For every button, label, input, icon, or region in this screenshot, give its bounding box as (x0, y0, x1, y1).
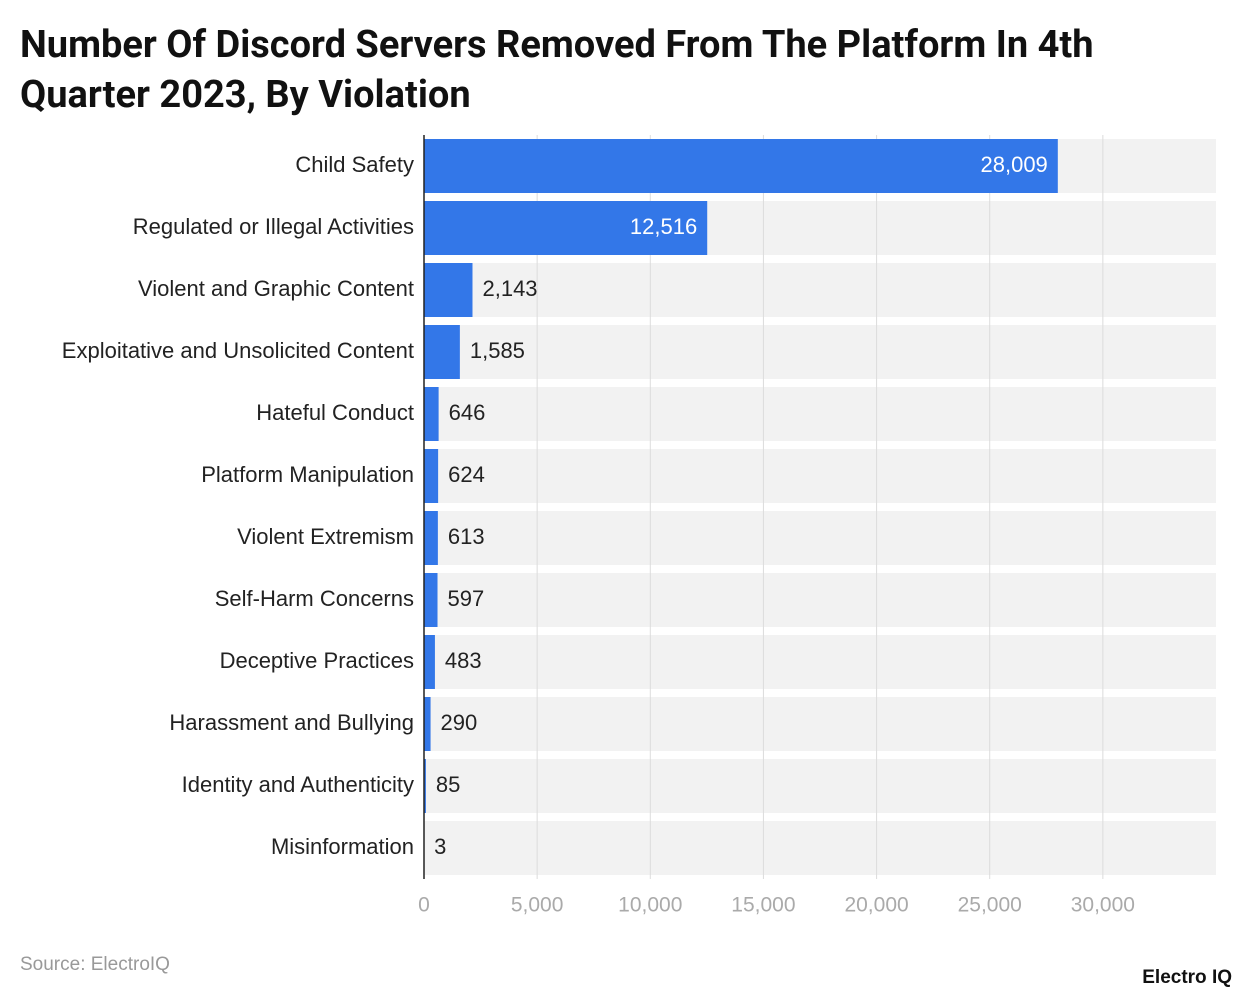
value-label: 3 (434, 834, 446, 859)
row-background (424, 573, 1216, 627)
y-tick-label: Violent and Graphic Content (138, 276, 414, 301)
x-tick-label: 25,000 (958, 894, 1022, 917)
bar (424, 449, 439, 503)
bar (424, 635, 435, 689)
x-tick-label: 15,000 (731, 894, 795, 917)
value-label: 85 (436, 772, 460, 797)
x-tick-label: 30,000 (1071, 894, 1135, 917)
value-label: 2,143 (482, 276, 537, 301)
y-tick-label: Identity and Authenticity (182, 772, 414, 797)
y-tick-label: Hateful Conduct (256, 400, 414, 425)
y-tick-label: Child Safety (295, 152, 414, 177)
row-background (424, 697, 1216, 751)
bar (424, 697, 431, 751)
y-tick-label: Self-Harm Concerns (215, 586, 414, 611)
y-tick-label: Regulated or Illegal Activities (133, 214, 414, 239)
bar (424, 511, 438, 565)
bar (424, 325, 460, 379)
x-tick-label: 10,000 (618, 894, 682, 917)
source: Source: ElectroIQ (20, 954, 170, 975)
y-tick-label: Misinformation (271, 834, 414, 859)
row-background (424, 759, 1216, 813)
y-tick-label: Deceptive Practices (220, 648, 414, 673)
row-background (424, 821, 1216, 875)
bar (424, 573, 438, 627)
row-background (424, 449, 1216, 503)
value-label: 597 (448, 586, 485, 611)
brand: Electro IQ (1142, 967, 1232, 988)
value-label: 290 (441, 710, 478, 735)
value-label: 1,585 (470, 338, 525, 363)
value-label: 12,516 (630, 214, 697, 239)
y-tick-label: Violent Extremism (237, 524, 414, 549)
row-background (424, 387, 1216, 441)
bar (424, 201, 708, 255)
bar (424, 387, 439, 441)
row-background (424, 511, 1216, 565)
bar (424, 759, 426, 813)
bar (424, 263, 473, 317)
x-tick-label: 5,000 (511, 894, 564, 917)
y-tick-label: Exploitative and Unsolicited Content (62, 338, 414, 363)
value-label: 28,009 (981, 152, 1048, 177)
value-label: 613 (448, 524, 485, 549)
chart-title: Number Of Discord Servers Removed From T… (20, 23, 1094, 117)
row-background (424, 635, 1216, 689)
row-background (424, 325, 1216, 379)
value-label: 646 (449, 400, 486, 425)
y-tick-label: Harassment and Bullying (169, 710, 414, 735)
x-tick-label: 0 (418, 894, 430, 917)
x-tick-label: 20,000 (844, 894, 908, 917)
value-label: 624 (448, 462, 485, 487)
bar (424, 139, 1058, 193)
y-tick-label: Platform Manipulation (201, 462, 414, 487)
value-label: 483 (445, 648, 482, 673)
row-background (424, 263, 1216, 317)
